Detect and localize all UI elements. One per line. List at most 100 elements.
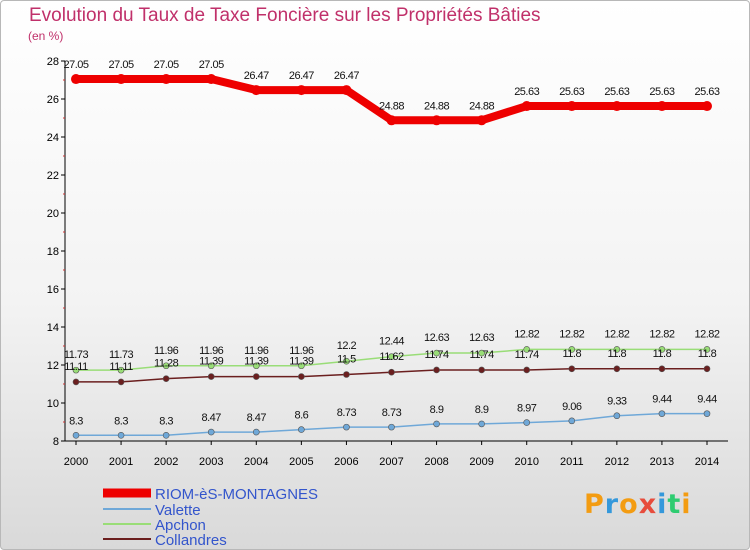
series-riom-s-montagnes [71,74,712,126]
data-label: 11.39 [244,356,269,368]
data-label: 24.88 [424,100,449,112]
data-label: 12.2 [337,340,357,352]
data-point [523,346,531,353]
x-tick-label: 2010 [514,456,538,468]
data-point [343,423,350,431]
x-tick-label: 2007 [379,456,403,468]
data-label: 11.28 [154,358,179,370]
data-point [207,373,215,380]
data-point [298,426,305,433]
data-point [341,85,352,96]
legend-item: Apchon [103,517,206,534]
data-point [162,431,170,439]
series-apchon [72,346,711,374]
data-label: 12.63 [469,332,494,344]
y-tick-label: 14 [47,322,59,334]
legend-item: Valette [103,502,201,519]
data-label: 12.82 [514,328,539,340]
data-point [568,417,576,425]
y-tick-label: 26 [47,94,59,106]
data-point [568,365,576,373]
data-label: 11.8 [698,348,717,360]
data-point [703,410,711,417]
x-tick-label: 2006 [334,456,358,468]
data-point [343,357,350,365]
y-tick-label: 10 [47,398,59,410]
logo-letter: x [638,489,658,520]
data-label: 12.44 [379,336,404,348]
data-label: 8.3 [159,415,173,427]
legend-label: Apchon [155,517,206,534]
data-point [386,115,397,126]
data-label: 8.9 [475,404,489,416]
y-tick-label: 24 [47,132,59,144]
data-point [478,420,485,428]
data-point [523,419,531,426]
data-point [523,366,531,374]
data-label: 8.73 [382,407,402,419]
data-point [117,378,125,386]
data-label: 24.88 [379,100,404,112]
data-label: 25.63 [649,86,674,98]
x-tick-label: 2003 [199,456,223,468]
data-point [478,366,485,374]
data-point [433,349,440,357]
data-point [298,362,305,370]
data-point [162,362,170,370]
data-point [388,353,395,360]
series-collandres [72,365,711,386]
data-label: 11.62 [379,351,404,363]
data-label: 11.8 [653,348,672,360]
data-label: 27.05 [199,59,224,71]
data-label: 11.8 [562,348,581,360]
y-axis-unit: (en %) [28,29,64,43]
x-tick-label: 2001 [109,456,133,468]
data-label: 12.63 [424,332,449,344]
data-point [658,346,666,353]
y-tick-label: 8 [53,436,59,448]
data-point [613,412,621,420]
data-label: 11.8 [608,348,627,360]
data-label: 27.05 [154,59,179,71]
data-label: 9.44 [697,394,717,406]
data-point [72,378,80,386]
data-point [162,375,170,382]
data-point [568,346,576,353]
data-point [72,366,80,374]
x-tick-label: 2009 [469,456,493,468]
data-label: 25.63 [604,86,629,98]
data-point [521,101,532,112]
data-point [658,410,666,417]
data-point [431,115,442,126]
data-label: 8.47 [202,412,222,424]
data-label: 8.47 [247,412,267,424]
data-label: 11.73 [64,349,89,361]
y-tick-label: 20 [47,208,59,220]
y-tick-label: 28 [47,56,59,68]
x-tick-label: 2014 [695,456,719,468]
data-point [478,349,485,357]
data-point [476,115,487,126]
data-point [703,346,711,353]
data-point [117,431,125,439]
legend-item: Collandres [103,532,227,549]
legend-label: Valette [155,502,201,519]
data-label: 27.05 [63,59,88,71]
data-point [298,373,305,380]
data-label: 11.74 [515,349,540,361]
x-tick-label: 2000 [64,456,88,468]
data-point [72,431,80,439]
data-label: 11.96 [289,345,314,357]
data-label: 9.06 [562,401,582,413]
data-label: 11.11 [109,361,133,373]
legend-label: Collandres [155,532,227,549]
data-label: 8.9 [430,404,444,416]
data-label: 9.33 [607,396,627,408]
data-label: 11.96 [199,345,224,357]
y-tick-label: 22 [47,170,59,182]
legend-label: RIOM-èS-MONTAGNES [155,486,318,503]
data-point [207,362,215,370]
x-tick-label: 2013 [650,456,674,468]
data-label: 8.3 [69,415,83,427]
